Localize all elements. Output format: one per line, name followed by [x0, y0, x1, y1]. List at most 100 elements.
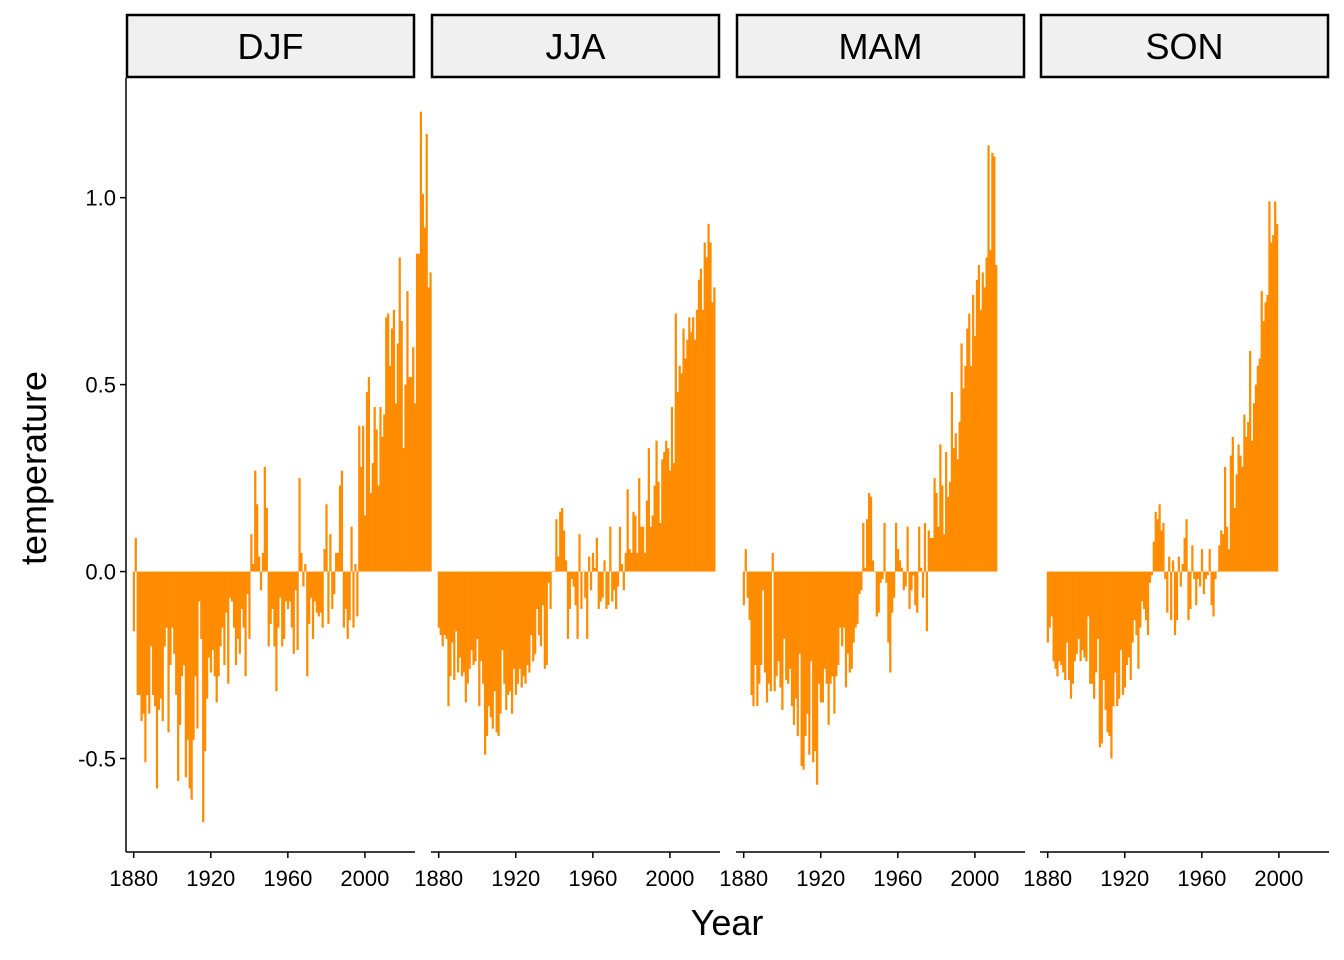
bar: [476, 571, 479, 639]
bar: [1077, 571, 1080, 639]
bar: [1168, 556, 1171, 572]
bar: [1197, 571, 1200, 580]
bar: [622, 571, 625, 591]
bar: [570, 571, 573, 580]
bar: [831, 571, 834, 677]
bar: [894, 522, 898, 572]
bar: [578, 534, 581, 572]
bar: [1133, 571, 1136, 621]
bar: [408, 377, 411, 572]
bar: [616, 571, 620, 587]
bar: [144, 571, 147, 763]
bar: [150, 571, 153, 647]
facet-panels: -0.5 0.0 0.5 1.0 DJF 1880 1920 1960 2000 JJA 1880 1…: [78, 13, 1330, 891]
bar: [1264, 302, 1267, 572]
bar: [692, 317, 695, 572]
bar: [923, 522, 927, 572]
bar: [1069, 571, 1073, 699]
bar: [1146, 571, 1150, 636]
bar: [186, 571, 189, 740]
bar: [319, 571, 322, 613]
bar: [879, 571, 882, 583]
bar: [286, 571, 290, 609]
bar: [427, 287, 430, 572]
bar: [1116, 571, 1119, 707]
bar: [852, 571, 855, 643]
bar: [611, 571, 614, 602]
bar: [1050, 571, 1053, 617]
bar: [769, 571, 772, 692]
bar: [599, 571, 602, 602]
bar: [561, 508, 564, 572]
bar: [837, 571, 840, 666]
bar: [140, 571, 143, 722]
bar: [388, 365, 392, 572]
bar: [1158, 504, 1161, 572]
bar: [1262, 321, 1265, 572]
bar: [1129, 571, 1132, 680]
bar: [236, 571, 240, 639]
bar: [184, 571, 187, 778]
bar: [1191, 545, 1194, 572]
bar: [636, 552, 639, 572]
bar: [536, 571, 539, 609]
bar: [221, 571, 224, 628]
bar: [1110, 571, 1113, 759]
bar: [1135, 571, 1138, 636]
bar: [966, 328, 969, 572]
bar: [758, 571, 761, 684]
bar: [937, 526, 940, 572]
bar: [514, 571, 518, 695]
bar: [638, 478, 641, 572]
bar: [1143, 571, 1146, 609]
bar: [896, 549, 900, 572]
bar: [518, 571, 521, 669]
bar: [760, 571, 763, 666]
bar: [217, 571, 220, 677]
bar: [363, 515, 367, 572]
bar: [983, 287, 986, 572]
bar: [1272, 235, 1275, 572]
bar: [277, 571, 280, 628]
bar: [415, 253, 419, 572]
bar: [1054, 571, 1057, 669]
bar: [1231, 436, 1234, 572]
bar: [1220, 530, 1223, 572]
bar: [1112, 571, 1115, 707]
bar: [1204, 571, 1207, 580]
bar: [842, 571, 846, 628]
bar: [132, 571, 135, 632]
bar: [315, 571, 319, 613]
bar: [244, 571, 247, 677]
bar: [219, 571, 222, 647]
bar: [507, 571, 510, 695]
facet-strip: [1039, 13, 1330, 79]
bar: [254, 470, 257, 572]
bar: [263, 466, 266, 572]
bar: [412, 347, 415, 572]
bar: [586, 571, 589, 639]
bar: [779, 571, 782, 688]
bar: [1195, 571, 1198, 606]
bar: [358, 425, 361, 572]
bar: [238, 571, 241, 654]
bar: [1254, 384, 1258, 572]
bar: [1102, 571, 1105, 680]
bar: [651, 515, 654, 572]
bar: [256, 504, 259, 572]
bar: [439, 571, 442, 636]
bar: [1073, 571, 1076, 662]
bar: [707, 223, 710, 572]
bar: [825, 571, 828, 684]
facet-strip: [430, 13, 721, 79]
bar: [294, 571, 297, 591]
bar: [225, 571, 228, 613]
bar: [682, 328, 685, 572]
bar: [1162, 522, 1165, 572]
bar: [788, 571, 792, 669]
bar: [802, 571, 805, 770]
facet-strip-label: MAM: [839, 26, 923, 67]
bar: [989, 250, 992, 572]
bar: [856, 571, 859, 624]
bar: [815, 571, 819, 785]
